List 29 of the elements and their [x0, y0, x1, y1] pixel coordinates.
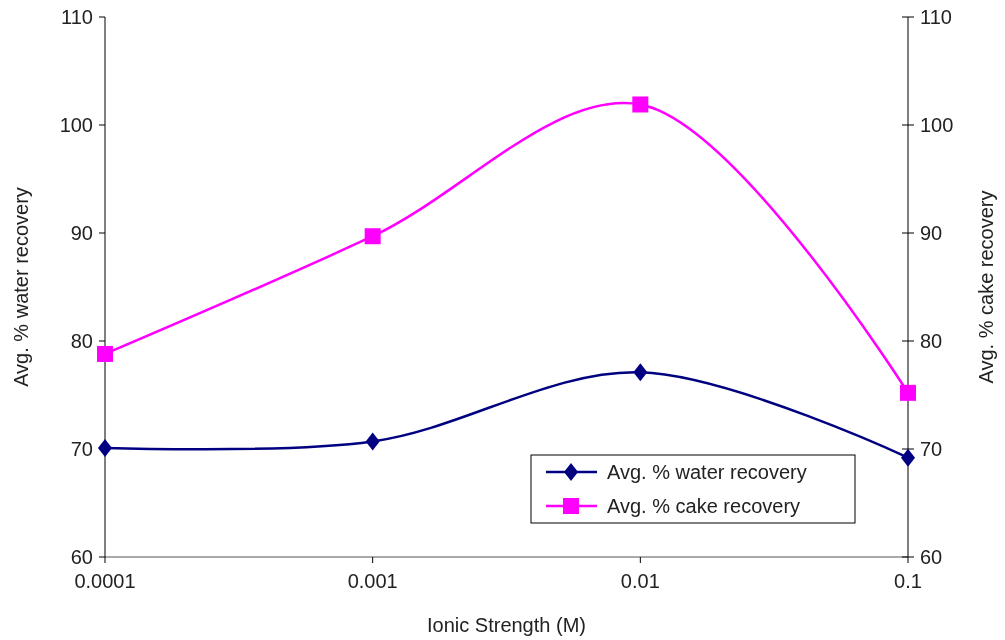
y-tick-label: 100 [59, 114, 93, 136]
y2-tick-label: 80 [920, 330, 943, 352]
y2-tick-label: 70 [920, 438, 943, 460]
x-tick-label: 0.1 [894, 570, 922, 592]
x-axis-title: Ionic Strength (M) [427, 614, 586, 636]
x-tick-label: 0.001 [347, 570, 398, 592]
point [98, 438, 112, 457]
y2-tick-label: 110 [920, 6, 952, 28]
x-tick-label: 0.0001 [74, 570, 136, 592]
point [633, 363, 648, 382]
point [901, 448, 915, 467]
point [97, 345, 113, 362]
y-tick-label: 80 [70, 330, 93, 352]
y2-tick-label: 100 [920, 114, 954, 136]
y-tick-label: 90 [70, 222, 93, 244]
y-tick-label: 70 [70, 438, 93, 460]
point [365, 432, 380, 451]
y2-tick-label: 90 [920, 222, 943, 244]
y-tick-label: 110 [61, 6, 93, 28]
point [364, 228, 381, 245]
y2-axis-title: Avg. % cake recovery [975, 190, 997, 384]
point [632, 96, 649, 113]
legend-label: Avg. % cake recovery [607, 495, 801, 517]
x-tick-label: 0.01 [620, 570, 660, 592]
y2-tick-label: 60 [920, 546, 943, 568]
y-tick-label: 60 [70, 546, 93, 568]
point [900, 384, 916, 401]
legend-label: Avg. % water recovery [607, 461, 807, 483]
y-axis-title: Avg. % water recovery [10, 187, 32, 387]
